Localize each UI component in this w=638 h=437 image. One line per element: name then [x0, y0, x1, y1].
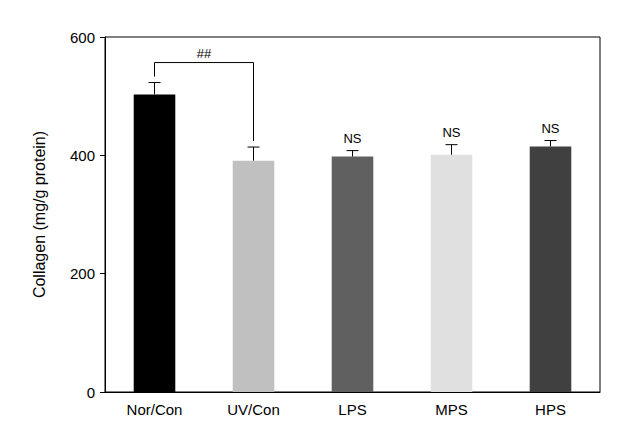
svg-text:400: 400	[70, 147, 95, 164]
svg-text:MPS: MPS	[435, 401, 468, 418]
svg-text:600: 600	[70, 29, 95, 46]
svg-text:NS: NS	[442, 125, 460, 140]
svg-text:##: ##	[197, 46, 212, 61]
svg-text:Nor/Con: Nor/Con	[127, 401, 183, 418]
svg-text:0: 0	[87, 384, 95, 401]
svg-text:UV/Con: UV/Con	[227, 401, 280, 418]
svg-text:NS: NS	[343, 131, 361, 146]
svg-text:200: 200	[70, 265, 95, 282]
svg-text:NS: NS	[541, 121, 559, 136]
svg-text:Collagen (mg/g protein): Collagen (mg/g protein)	[31, 131, 48, 298]
svg-text:HPS: HPS	[535, 401, 566, 418]
svg-text:LPS: LPS	[338, 401, 366, 418]
